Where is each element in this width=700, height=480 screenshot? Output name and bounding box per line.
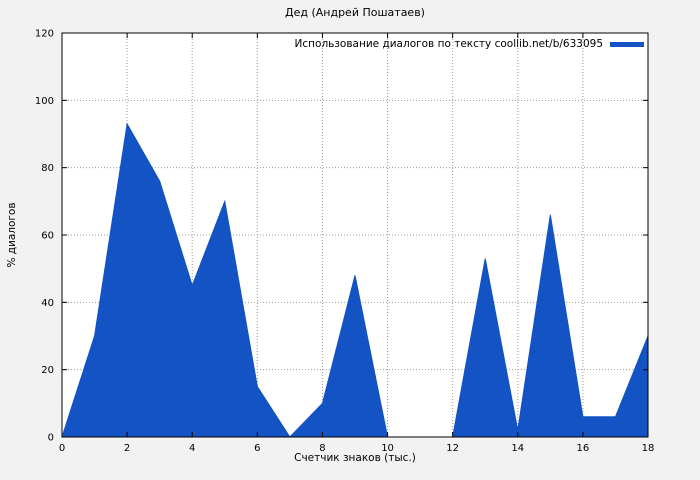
x-tick-label: 4 xyxy=(189,443,195,454)
y-tick-label: 80 xyxy=(41,163,54,174)
x-tick-label: 10 xyxy=(381,443,394,454)
y-tick-label: 40 xyxy=(41,298,54,309)
y-tick-label: 120 xyxy=(35,29,54,40)
legend-swatch xyxy=(610,41,644,47)
x-tick-label: 18 xyxy=(642,443,655,454)
x-tick-label: 8 xyxy=(319,443,325,454)
legend-label: Использование диалогов по тексту coollib… xyxy=(294,38,603,50)
tick-marks xyxy=(61,32,649,438)
x-axis-label: Счетчик знаков (тыс.) xyxy=(294,452,416,464)
x-tick-label: 0 xyxy=(59,443,65,454)
y-tick-label: 100 xyxy=(35,96,54,107)
y-tick-label: 60 xyxy=(41,231,54,242)
x-tick-label: 6 xyxy=(254,443,260,454)
x-tick-label: 2 xyxy=(124,443,130,454)
y-axis-label: % диалогов xyxy=(6,202,18,268)
y-tick-label: 0 xyxy=(48,433,54,444)
x-tick-label: 12 xyxy=(446,443,459,454)
x-tick-label: 16 xyxy=(577,443,590,454)
x-tick-label: 14 xyxy=(511,443,524,454)
y-tick-labels: 0 20 40 60 80 100 120 xyxy=(35,29,54,444)
y-tick-label: 20 xyxy=(41,365,54,376)
x-tick-labels: 0 2 4 6 8 10 12 14 16 18 xyxy=(59,443,655,454)
chart-title: Дед (Андрей Пошатаев) xyxy=(285,6,425,19)
legend: Использование диалогов по тексту coollib… xyxy=(295,37,644,51)
